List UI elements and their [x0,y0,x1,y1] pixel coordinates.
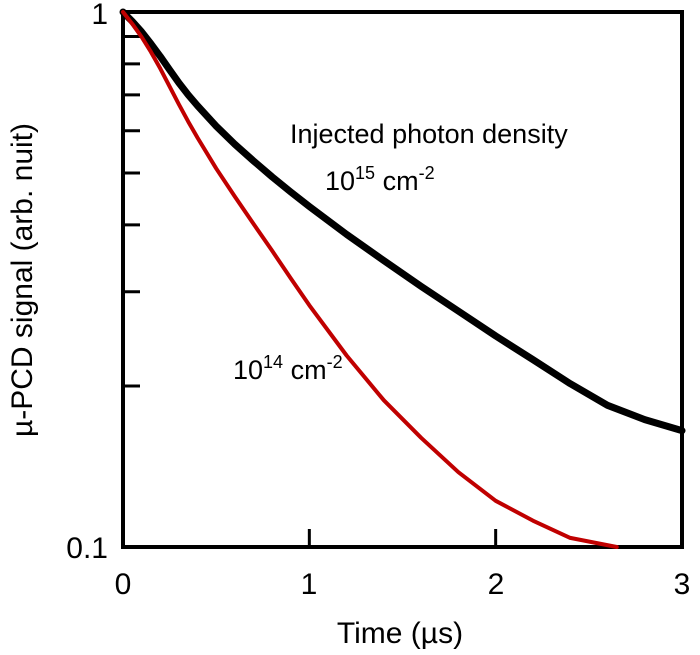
data-curves [119,8,686,549]
plot-frame [121,10,684,549]
low-density-annotation: 1014 cm-2 [233,352,343,385]
x-tick-label-1: 1 [301,568,318,601]
axis-ticks [123,34,498,547]
x-tick-label-3: 3 [674,568,691,601]
annotation-low-exponent: 14 [263,352,283,372]
injected-photon-density-annotation: Injected photon density 1015 cm-2 [290,119,568,196]
annotation-exponent: 15 [355,163,375,183]
curve-low-density [121,10,619,549]
annotation-line2: 1015 cm-2 [325,163,435,196]
annotation-base: 10 [325,166,355,196]
annotation-low-unit-exponent: -2 [327,352,343,372]
annotation-line1: Injected photon density [290,119,568,149]
annotation-unit: cm [375,166,419,196]
curve-high-density [119,8,686,435]
annotation-low-unit: cm [283,355,327,385]
annotation-low-line: 1014 cm-2 [233,352,343,385]
x-axis-title: Time (µs) [337,617,463,650]
y-tick-label-top: 1 [91,0,108,31]
annotation-low-base: 10 [233,355,263,385]
x-tick-label-0: 0 [115,568,132,601]
x-tick-label-2: 2 [488,568,505,601]
y-tick-label-bottom: 0.1 [66,532,108,565]
y-axis-title: µ-PCD signal (arb. nuit) [6,123,39,437]
annotation-unit-exponent: -2 [419,163,435,183]
